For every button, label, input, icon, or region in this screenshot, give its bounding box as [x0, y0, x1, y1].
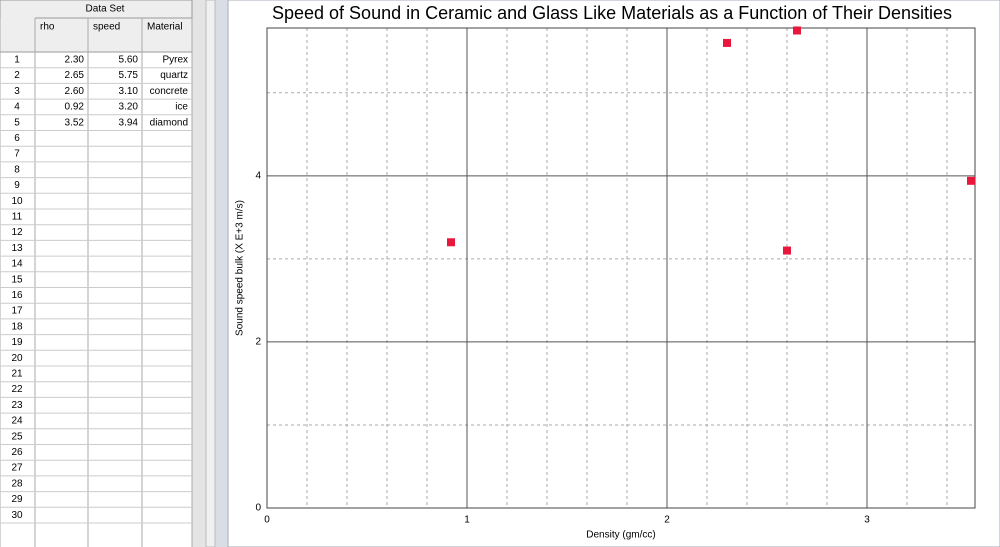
row-number: 20	[11, 353, 23, 364]
row-number: 16	[11, 290, 23, 301]
row-number: 30	[11, 510, 23, 521]
x-tick-label: 1	[464, 515, 470, 526]
table-title: Data Set	[86, 4, 125, 15]
table-cell: 5.75	[119, 70, 139, 81]
row-number: 12	[11, 227, 23, 238]
data-point	[723, 38, 731, 47]
row-number: 9	[14, 180, 20, 191]
table-cell: diamond	[150, 117, 188, 128]
y-axis-label: Sound speed bulk (X E+3 m/s)	[235, 200, 246, 336]
row-number: 6	[14, 133, 20, 144]
row-number: 25	[11, 431, 23, 442]
table-cell: 3.52	[65, 117, 85, 128]
column-header: speed	[93, 22, 120, 33]
table-panel	[0, 0, 215, 547]
column-header: rho	[40, 22, 55, 33]
row-number: 17	[11, 306, 23, 317]
x-tick-label: 0	[264, 515, 270, 526]
table-cell: Pyrex	[162, 54, 188, 65]
row-number: 3	[14, 86, 20, 97]
column-header: Material	[147, 22, 183, 33]
row-number: 1	[14, 54, 20, 65]
chart-panel	[227, 0, 1000, 547]
y-tick-label: 2	[255, 337, 261, 348]
scrollbar[interactable]	[205, 0, 216, 547]
row-number: 2	[14, 70, 20, 81]
row-number: 22	[11, 384, 23, 395]
row-number: 5	[14, 117, 20, 128]
x-tick-label: 2	[664, 515, 670, 526]
row-number: 4	[14, 102, 20, 113]
table-cell: 0.92	[65, 102, 85, 113]
table-cell: 5.60	[119, 54, 139, 65]
row-number: 10	[11, 196, 23, 207]
y-tick-label: 4	[255, 170, 261, 181]
row-number: 23	[11, 400, 23, 411]
chart-title: Speed of Sound in Ceramic and Glass Like…	[272, 3, 952, 23]
table-cell: 2.60	[65, 86, 85, 97]
x-axis-label: Density (gm/cc)	[586, 530, 655, 541]
data-point	[447, 238, 455, 247]
row-number: 14	[11, 259, 23, 270]
row-number: 18	[11, 321, 23, 332]
row-number: 26	[11, 447, 23, 458]
row-number: 8	[14, 164, 20, 175]
x-tick-label: 3	[864, 515, 870, 526]
table-cell: 2.30	[65, 54, 85, 65]
table-gutter	[192, 0, 206, 547]
row-number: 11	[12, 211, 23, 222]
table-cell: 2.65	[65, 70, 85, 81]
table-cell: ice	[175, 102, 188, 113]
row-number: 21	[11, 368, 23, 379]
row-number: 29	[11, 494, 23, 505]
row-number: 15	[11, 274, 23, 285]
y-tick-label: 0	[255, 503, 261, 514]
table-cell: 3.94	[119, 117, 139, 128]
plot-frame	[266, 27, 976, 509]
row-number: 27	[11, 463, 23, 474]
data-point	[793, 26, 801, 35]
row-number: 28	[11, 478, 23, 489]
row-number: 13	[11, 243, 23, 254]
table-cell: 3.20	[119, 102, 139, 113]
table-cell: 3.10	[119, 86, 139, 97]
row-number: 19	[11, 337, 23, 348]
row-number: 24	[11, 416, 23, 427]
data-point	[783, 246, 791, 255]
row-number: 7	[14, 149, 20, 160]
data-point	[967, 176, 975, 185]
table-cell: quartz	[160, 70, 188, 81]
table-cell: concrete	[150, 86, 189, 97]
